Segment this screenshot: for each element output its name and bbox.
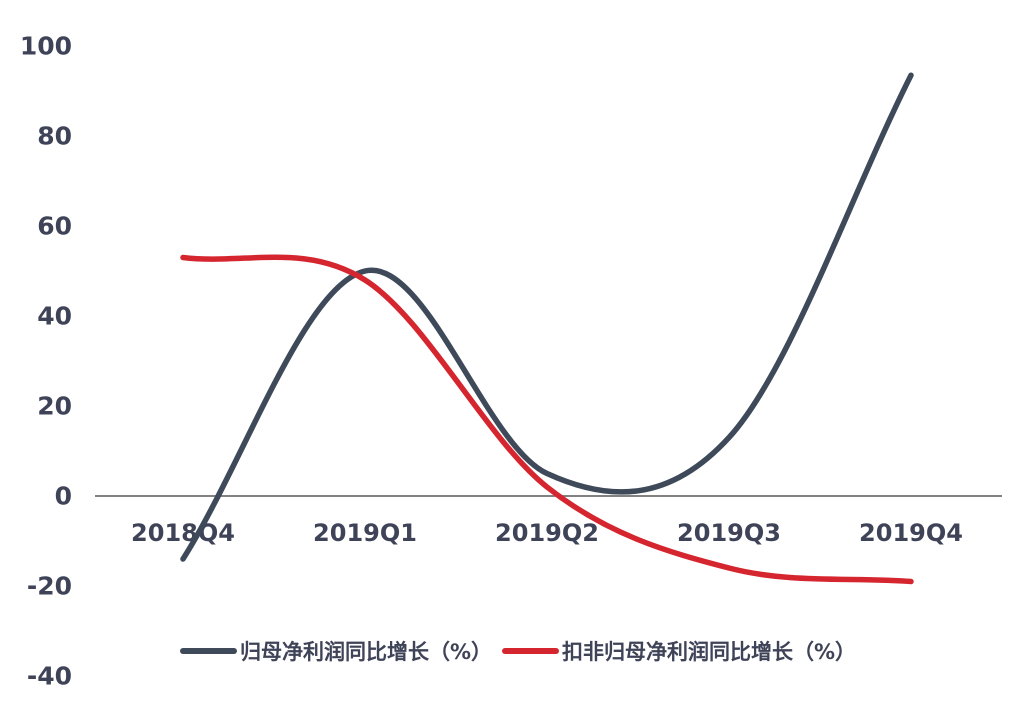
legend-label-deducted-net-profit-growth: 扣非归母净利润同比增长（%） — [562, 640, 857, 664]
y-tick-label: 0 — [55, 482, 72, 511]
y-tick-label: 80 — [37, 122, 72, 151]
legend-label-net-profit-growth: 归母净利润同比增长（%） — [239, 640, 492, 664]
y-tick-label: 100 — [20, 32, 72, 61]
x-category-label: 2018Q4 — [131, 519, 235, 547]
y-tick-label: -40 — [27, 662, 72, 691]
legend-item-net-profit-growth: 归母净利润同比增长（%） — [179, 636, 492, 666]
x-category-label: 2019Q4 — [859, 519, 963, 547]
x-category-label: 2019Q3 — [677, 519, 781, 547]
y-tick-label: 20 — [37, 392, 72, 421]
series-line-0 — [180, 72, 914, 562]
legend-line-swatch-navy — [179, 648, 237, 654]
legend-item-deducted-net-profit-growth: 扣非归母净利润同比增长（%） — [502, 636, 856, 666]
series-line-1 — [180, 254, 914, 585]
y-tick-label: 60 — [37, 212, 72, 241]
chart-legend: 归母净利润同比增长（%） 扣非归母净利润同比增长（%） — [0, 636, 1036, 666]
x-category-label: 2019Q2 — [495, 519, 599, 547]
legend-line-swatch-red — [502, 648, 559, 654]
y-tick-label: -20 — [27, 572, 72, 601]
x-category-label: 2019Q1 — [313, 519, 417, 547]
y-tick-label: 40 — [37, 302, 72, 331]
